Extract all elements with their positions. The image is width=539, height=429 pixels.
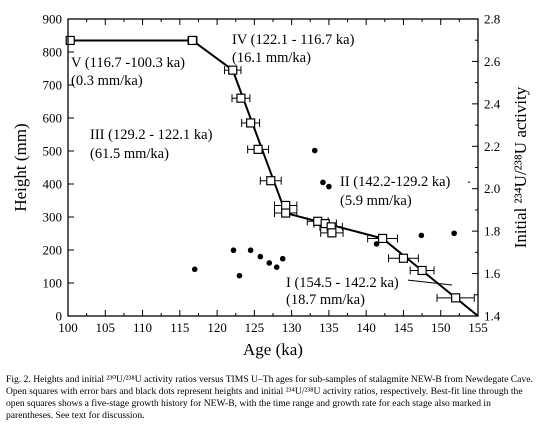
stage-annotation-line2: (16.1 mm/ka)	[232, 50, 311, 66]
x-tick-label: 115	[170, 320, 189, 335]
annotation-bg	[338, 173, 468, 210]
activity-dot-0	[191, 266, 198, 273]
y-tick-label: 300	[43, 210, 63, 225]
height-marker-7	[281, 200, 291, 211]
best-fit-line	[70, 39, 479, 317]
height-marker-13	[377, 233, 388, 244]
activity-dot-10	[326, 183, 332, 190]
x-tick-label: 100	[58, 320, 78, 335]
stage-annotation-line2: (18.7 mm/ka)	[286, 292, 365, 308]
y-tick-label: 0	[56, 309, 63, 324]
x-tick-label: 105	[96, 320, 116, 335]
y2-tick-label: 1.6	[484, 266, 501, 281]
height-marker-8	[281, 208, 291, 218]
activity-dot-4	[257, 253, 264, 260]
height-marker-16	[451, 293, 461, 303]
height-marker-2	[228, 65, 238, 75]
stage-annotation-line2: (61.5 mm/ka)	[90, 146, 169, 162]
activity-dot-2	[236, 272, 243, 279]
height-marker-4	[246, 118, 256, 128]
stage-annotation-line2: (5.9 mm/ka)	[340, 193, 412, 209]
y2-tick-label: 2.8	[484, 12, 500, 27]
y2-tick-label: 2.4	[484, 96, 501, 111]
height-marker-1	[187, 35, 198, 46]
activity-dot-11	[373, 241, 380, 247]
figure-caption: Fig. 2. Heights and initial ²³⁰U/²³⁸U ac…	[6, 374, 533, 421]
y-tick-label: 500	[43, 144, 63, 159]
activity-dot-6	[273, 264, 280, 271]
height-marker-5	[253, 144, 263, 154]
x-tick-label: 125	[245, 320, 265, 335]
x-tick-label: 135	[319, 320, 339, 335]
activity-dot-1	[230, 247, 237, 254]
y2-tick-label: 2.6	[484, 54, 501, 69]
stage-annotation-line2: (0.3 mm/ka)	[71, 73, 143, 89]
height-marker-9	[313, 216, 323, 226]
y2-tick-label: 2.0	[484, 181, 500, 196]
y-tick-label: 900	[43, 12, 63, 27]
y2-axis-title: Initial ²³⁴U/²³⁸U activity	[511, 86, 530, 248]
stage-annotation-line1: I (154.5 - 142.2 ka)	[286, 275, 399, 291]
y2-tick-label: 1.4	[484, 309, 501, 324]
x-axis-title: Age (ka)	[243, 340, 303, 359]
height-marker-12	[327, 228, 337, 238]
y-axis-title: Height (mm)	[11, 123, 30, 211]
activity-dot-8	[311, 147, 318, 154]
stage-annotation-line1: II (142.2-129.2 ka)	[340, 174, 451, 190]
x-tick-label: 110	[133, 320, 152, 335]
annotation-leader	[406, 279, 453, 286]
height-marker-0	[65, 35, 75, 46]
chart: IV (122.1 - 116.7 ka) (16.1 mm/ka) V (116.…	[11, 12, 530, 360]
height-marker-3	[236, 93, 246, 103]
y-tick-label: 200	[43, 243, 63, 258]
y-tick-label: 800	[43, 45, 63, 60]
x-tick-label: 130	[282, 320, 302, 335]
y2-tick-label: 2.2	[484, 139, 500, 154]
stage-annotation-line1: IV (122.1 - 116.7 ka)	[232, 32, 355, 48]
activity-dot-9	[320, 179, 326, 186]
activity-dot-5	[266, 260, 273, 266]
y-tick-label: 400	[43, 177, 63, 192]
y-tick-label: 700	[43, 78, 63, 93]
y-tick-label: 100	[43, 276, 63, 291]
height-marker-6	[266, 176, 276, 186]
x-tick-label: 145	[394, 320, 414, 335]
y-tick-label: 600	[43, 111, 63, 126]
x-tick-label: 140	[356, 320, 376, 335]
annotation-bg	[284, 274, 408, 309]
height-marker-14	[398, 253, 409, 263]
activity-dot-3	[247, 247, 254, 254]
activity-dot-13	[451, 230, 457, 237]
stage-annotation-line1: V (116.7 -100.3 ka)	[71, 55, 185, 71]
x-tick-label: 155	[468, 320, 488, 335]
height-marker-15	[417, 265, 427, 276]
y2-tick-label: 1.8	[484, 224, 500, 239]
activity-dot-7	[279, 255, 286, 262]
x-tick-label: 150	[431, 320, 451, 335]
stage-annotation-line1: III (129.2 - 122.1 ka)	[90, 127, 213, 143]
x-tick-label: 120	[207, 320, 227, 335]
activity-dot-12	[418, 232, 425, 239]
